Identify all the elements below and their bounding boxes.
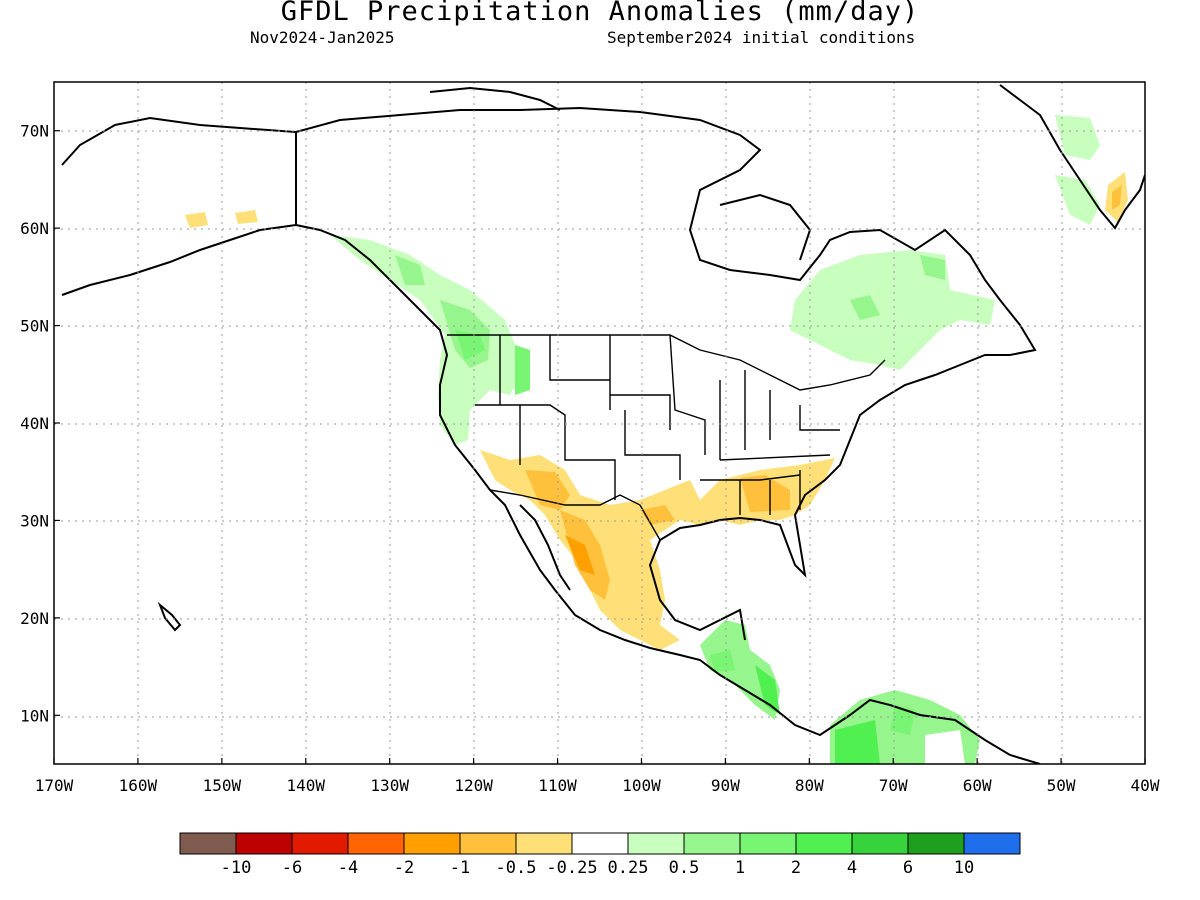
colorbar-swatch [627,832,685,855]
colorbar-label: -2 [394,858,414,878]
gridlines [54,82,1145,764]
colorbar-swatch [179,832,237,855]
colorbar-label: 2 [791,858,801,878]
colorbar-swatch [403,832,461,855]
map-title: GFDL Precipitation Anomalies (mm/day) [280,0,920,27]
lat-label: 30N [20,511,49,530]
lat-label: 10N [20,706,49,725]
lon-label: 170W [35,776,74,795]
initial-conditions: September2024 initial conditions [607,28,916,47]
colorbar-label: -0.5 [496,858,537,878]
longitude-labels: 170W 160W 150W 140W 130W 120W 110W 100W 90W 80W 70… [35,776,1160,795]
colorbar-label: 10 [954,858,974,878]
colorbar-swatch [347,832,405,855]
colorbar-swatch [235,832,293,855]
colorbar-label: 0.25 [608,858,649,878]
lon-label: 110W [538,776,577,795]
political-borders [447,334,886,541]
colorbar-label: -4 [338,858,358,878]
colorbar-label: -1 [450,858,470,878]
lat-label: 60N [20,219,49,238]
colorbar-label: -10 [221,858,252,878]
lon-label: 140W [287,776,326,795]
lon-label: 130W [370,776,409,795]
colorbar-swatch [907,832,965,855]
lon-label: 50W [1047,776,1076,795]
axis-ticks [53,130,1146,764]
colorbar-swatch [515,832,573,855]
lon-label: 70W [879,776,908,795]
colorbar-swatch [291,832,349,855]
lat-label: 70N [20,122,49,141]
latitude-labels: 70N 60N 50N 40N 30N 20N 10N [20,122,49,726]
colorbar-label: 0.5 [669,858,700,878]
lon-label: 80W [795,776,824,795]
lon-label: 100W [622,776,661,795]
colorbar-label: -6 [282,858,302,878]
lon-label: 90W [711,776,740,795]
colorbar-swatch [571,832,629,855]
lat-label: 20N [20,609,49,628]
lon-label: 120W [454,776,493,795]
map-plot [54,82,1145,764]
anomaly-shading [185,115,1128,764]
colorbar-swatch [851,832,909,855]
coastlines [61,84,1145,764]
colorbar-swatch [963,832,1021,855]
map-frame [53,81,1146,765]
colorbar-swatch [459,832,517,855]
lon-label: 150W [203,776,242,795]
colorbar-labels: -10 -6 -4 -2 -1 -0.5 -0.25 0.25 0.5 1 2 4 6 10 [221,858,975,878]
colorbar-label: 1 [735,858,745,878]
colorbar-label: 4 [847,858,857,878]
colorbar-swatch [683,832,741,855]
lon-label: 60W [963,776,992,795]
forecast-period: Nov2024-Jan2025 [250,28,395,47]
lat-label: 50N [20,317,49,336]
colorbar-swatch [739,832,797,855]
lat-label: 40N [20,414,49,433]
colorbar-label: 6 [903,858,913,878]
lon-label: 160W [119,776,158,795]
colorbar-label: -0.25 [546,858,597,878]
lon-label: 40W [1131,776,1160,795]
colorbar-swatch [795,832,853,855]
colorbar [179,832,1021,855]
